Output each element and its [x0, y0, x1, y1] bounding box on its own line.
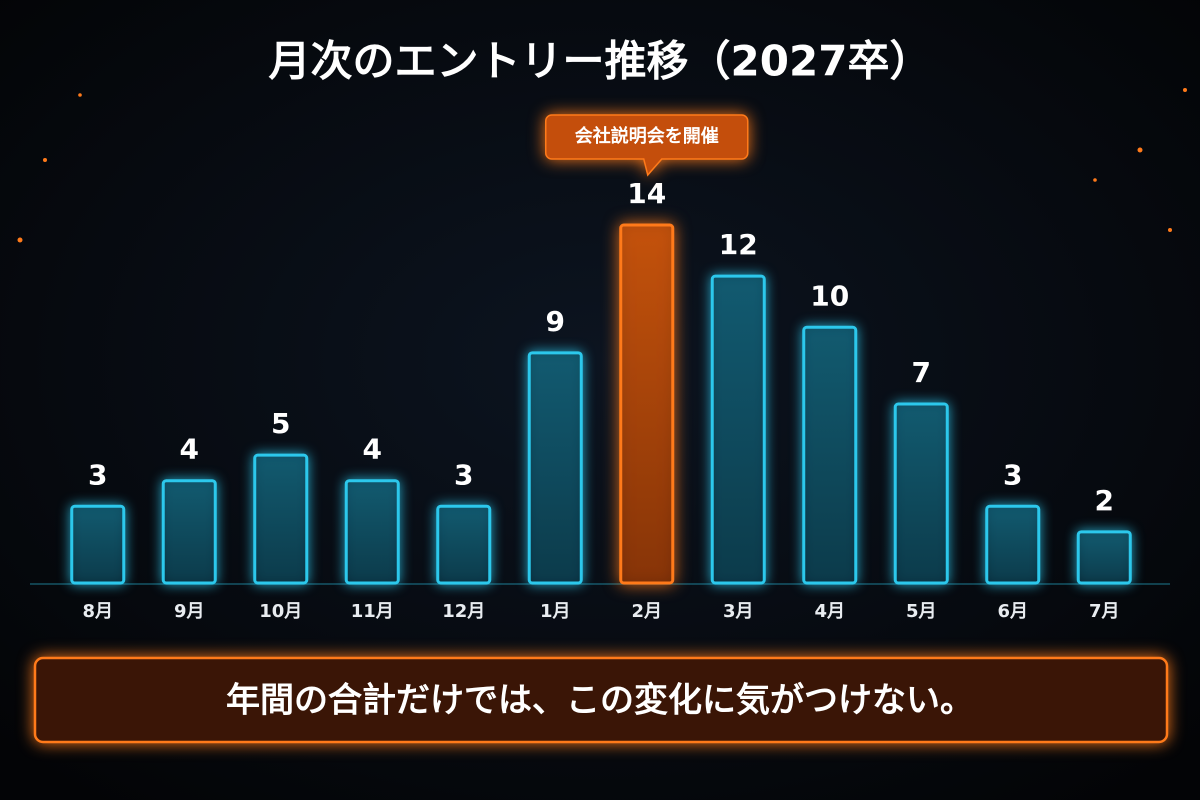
bar [1076, 530, 1132, 585]
data-label: 14 [627, 177, 666, 210]
x-tick-label: 8月 [82, 601, 113, 622]
bar [527, 351, 583, 585]
data-label: 9 [546, 305, 565, 338]
footer-text: 年間の合計だけでは、この変化に気がつけない。 [226, 681, 974, 721]
annotation-text: 会社説明会を開催 [575, 125, 719, 147]
decor-dots [17, 88, 1187, 243]
data-label: 3 [1003, 458, 1022, 491]
x-tick-label: 9月 [174, 601, 205, 622]
bar [436, 504, 492, 585]
x-tick-label: 4月 [814, 601, 845, 622]
data-label: 4 [363, 433, 382, 466]
data-label: 3 [454, 458, 473, 491]
x-tick-label: 11月 [351, 601, 394, 622]
x-tick-label: 6月 [997, 601, 1028, 622]
data-label: 12 [719, 228, 758, 261]
bar [893, 402, 949, 585]
data-label: 2 [1095, 484, 1114, 517]
bar [619, 223, 675, 585]
data-label: 3 [88, 458, 107, 491]
chart-title: 月次のエントリー推移（2027卒） [269, 37, 932, 86]
x-tick-label: 5月 [906, 601, 937, 622]
data-label: 5 [271, 407, 290, 440]
x-tick-label: 10月 [259, 601, 302, 622]
x-tick-label: 3月 [723, 601, 754, 622]
footer-box [33, 656, 1169, 744]
x-tick-label: 7月 [1089, 601, 1120, 622]
annotation-callout [545, 114, 749, 177]
bar [161, 479, 217, 585]
bar [985, 504, 1041, 585]
bar [802, 325, 858, 585]
x-tick-label: 2月 [631, 601, 662, 622]
bar [710, 274, 766, 585]
bar [253, 453, 309, 585]
bar [344, 479, 400, 585]
data-label: 4 [180, 433, 199, 466]
x-tick-label: 12月 [442, 601, 485, 622]
data-label: 10 [810, 279, 849, 312]
x-tick-label: 1月 [540, 601, 571, 622]
data-label: 7 [912, 356, 931, 389]
bar [70, 504, 126, 585]
